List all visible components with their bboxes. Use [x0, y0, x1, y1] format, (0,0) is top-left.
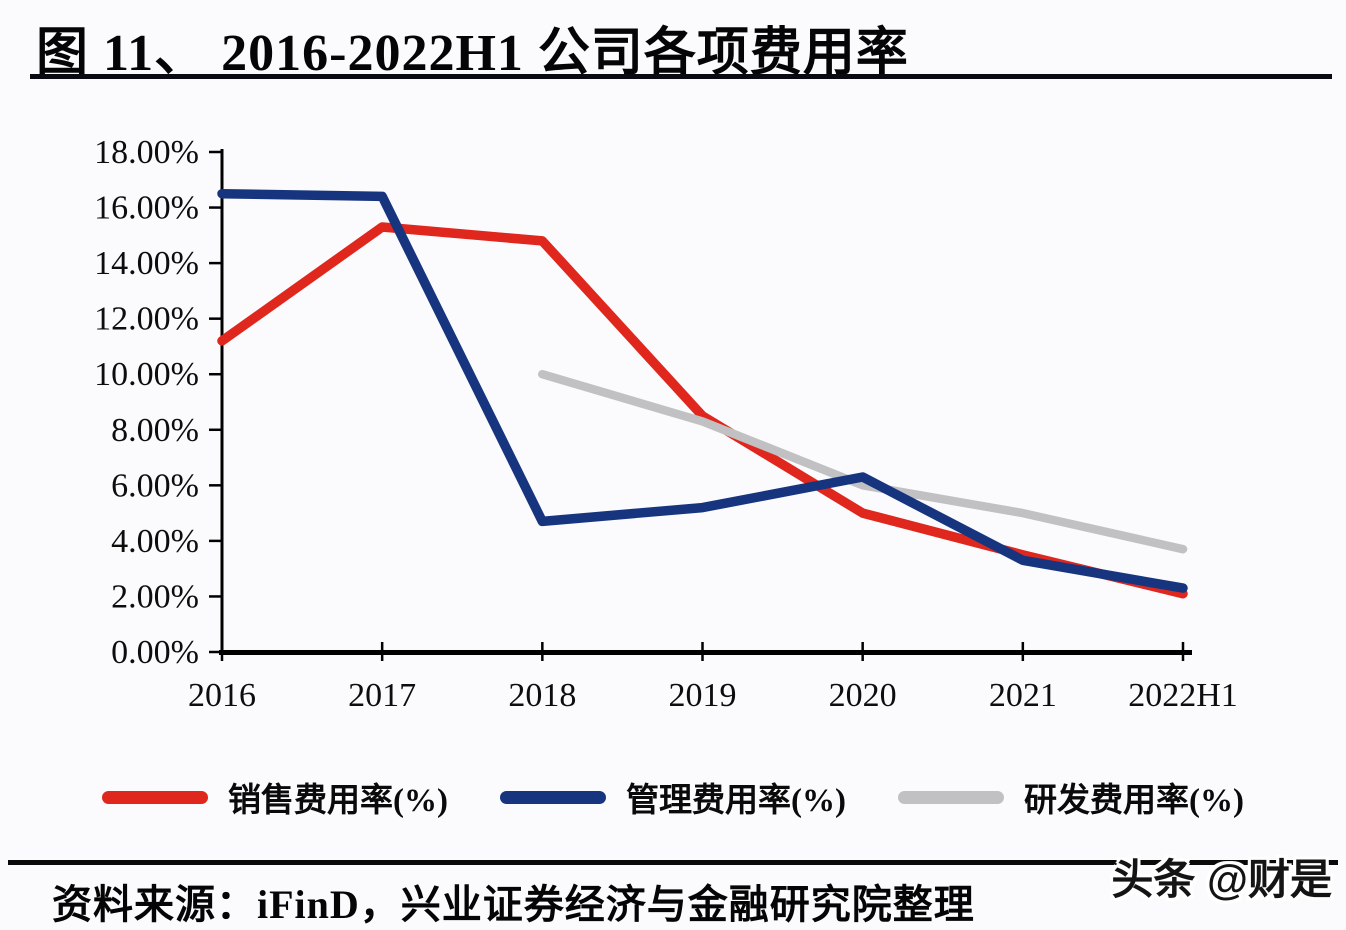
source-text: 资料来源：iFinD，兴业证券经济与金融研究院整理 — [52, 882, 975, 927]
legend-swatch-rnd — [897, 790, 1004, 804]
y-tick-label: 8.00% — [111, 412, 199, 449]
x-tick-label: 2017 — [348, 677, 416, 714]
series-line-management-expense-ratio — [217, 188, 1188, 593]
chart-legend: 销售费用率(%) 管理费用率(%) 研发费用率(%) — [0, 766, 1346, 828]
x-tick-label: 2021 — [989, 677, 1057, 714]
x-tick-label: 2018 — [508, 677, 576, 714]
y-tick-label: 10.00% — [94, 356, 199, 393]
legend-label-management: 管理费用率(%) — [626, 783, 846, 819]
x-tick-label: 2020 — [829, 677, 897, 714]
x-tick-label: 2016 — [188, 677, 256, 714]
legend-item-sales: 销售费用率(%) — [102, 773, 448, 821]
chart-area: 0.00% 2.00% 4.00% 6.00% 8.00% 10.00% 12.00% 14.… — [94, 134, 1238, 714]
series-line-rnd-expense-ratio — [538, 369, 1188, 554]
legend-label-rnd: 研发费用率(%) — [1023, 783, 1244, 819]
y-tick-label: 16.00% — [94, 190, 199, 227]
legend-label-sales: 销售费用率(%) — [228, 783, 448, 819]
y-tick-label: 2.00% — [111, 578, 199, 615]
y-tick-label: 18.00% — [94, 134, 199, 171]
x-tick-label: 2019 — [669, 677, 737, 714]
y-tick-label: 12.00% — [94, 301, 199, 338]
figure-title: 图 11、 2016-2022H1 公司各项费用率 — [36, 25, 909, 82]
y-tick-label: 0.00% — [111, 634, 199, 671]
x-tick-label: 2022H1 — [1128, 677, 1238, 714]
legend-item-rnd: 研发费用率(%) — [897, 773, 1244, 821]
series-line-sales-expense-ratio — [217, 222, 1188, 599]
watermark: 头条 @财是 — [1111, 856, 1332, 903]
legend-item-management: 管理费用率(%) — [500, 773, 846, 821]
title-divider — [30, 74, 1332, 79]
y-tick-label: 14.00% — [94, 245, 199, 282]
legend-swatch-sales — [102, 790, 209, 804]
line-chart: 0.00% 2.00% 4.00% 6.00% 8.00% 10.00% 12.00% 14.… — [94, 134, 1238, 714]
y-tick-label: 6.00% — [111, 467, 199, 504]
legend-swatch-management — [500, 790, 606, 804]
y-tick-label: 4.00% — [111, 523, 199, 560]
source-divider — [8, 860, 1338, 865]
